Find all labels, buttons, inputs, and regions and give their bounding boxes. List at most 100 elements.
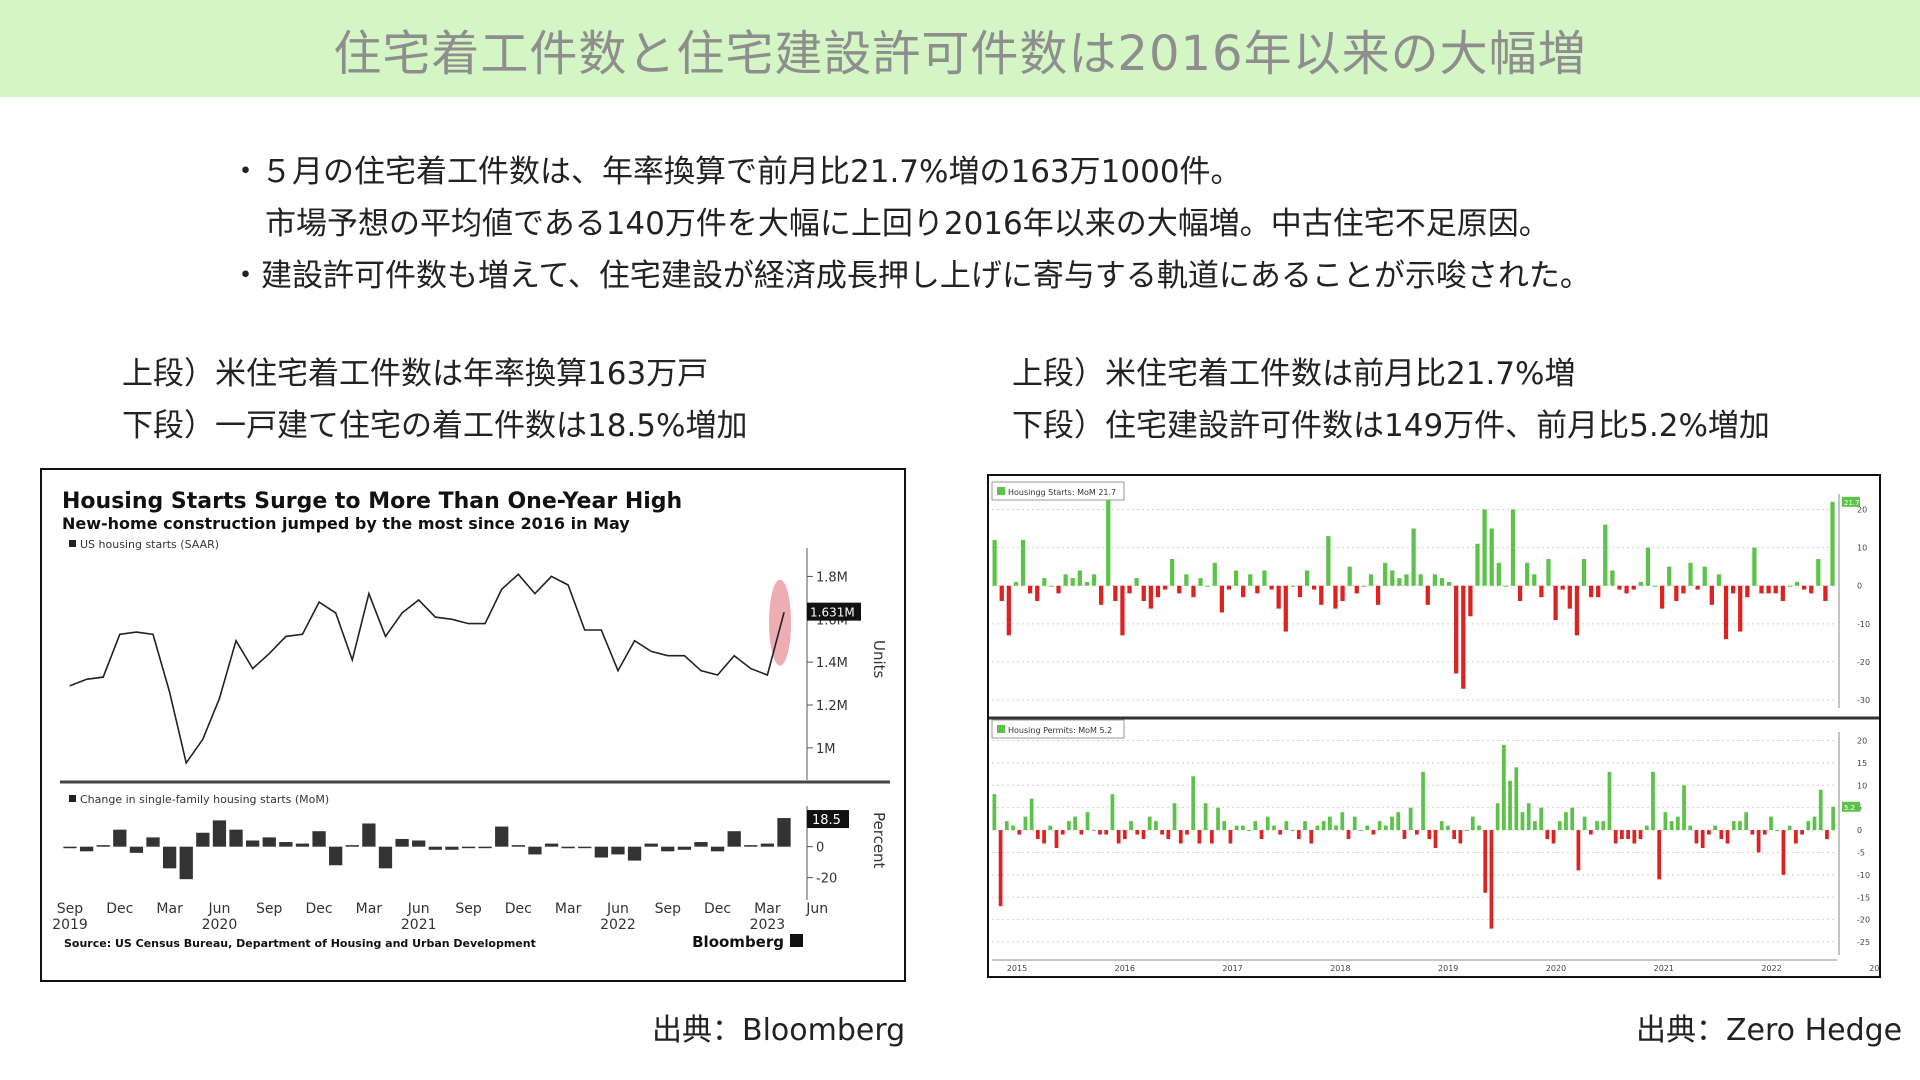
bullet-1-continued: 市場予想の平均値である140万件を大幅に上回り2016年以来の大幅増。中古住宅不… xyxy=(265,206,1550,242)
bbg-line-point xyxy=(683,655,685,657)
zh-permits-bar xyxy=(1731,821,1736,831)
zh-starts-bar xyxy=(1823,585,1828,601)
zh-starts-bar xyxy=(1141,585,1146,601)
zh-permits-bar xyxy=(1439,821,1444,831)
zh-starts-bar xyxy=(1645,547,1651,586)
bbg-line-point xyxy=(169,691,171,693)
zh-starts-bar xyxy=(1170,559,1175,586)
summary-bullets: ・５月の住宅着工件数は、年率換算で前月比21.7%増の163万1000件。 市場… xyxy=(230,146,1591,302)
zh-permits-bar xyxy=(1762,830,1767,835)
bbg-mom-bar xyxy=(279,842,293,847)
zh-starts-bar xyxy=(1418,574,1423,586)
zh-starts-bar xyxy=(1368,574,1374,586)
zh-starts-last-value-label: 21.7 xyxy=(1844,499,1860,507)
bbg-mom-bar xyxy=(611,846,625,855)
right-caption-upper: 上段）米住宅着工件数は前月比21.7%増 xyxy=(1012,356,1576,392)
bbg-line-point xyxy=(783,612,785,614)
zh-permits-bar xyxy=(1359,830,1363,832)
bbg-bar-legend-swatch xyxy=(69,795,76,802)
zh-permits-bar xyxy=(1209,830,1214,844)
left-chart-caption: 上段）米住宅着工件数は年率換算163万戸 下段）一戸建て住宅の着工件数は18.5… xyxy=(122,348,747,452)
bbg-line-point xyxy=(600,629,602,631)
zh-permits-bar xyxy=(1265,816,1270,831)
zh-x-year-label: 2019 xyxy=(1438,964,1458,973)
zh-permits-bar xyxy=(1775,830,1780,832)
bbg-x-month-label: Dec xyxy=(505,901,532,917)
zh-permits-bar xyxy=(1514,767,1519,831)
bbg-line-point xyxy=(301,633,304,635)
zh-starts-bar xyxy=(1773,585,1778,594)
zh-permits-bar xyxy=(1383,825,1388,831)
zh-starts-bar xyxy=(1723,585,1729,640)
zerohedge-chart-svg: 20 10 0 -10 -20 -30 21.7 Housingg Starts: MoM 2… xyxy=(989,476,1890,976)
bbg-housing-starts-line xyxy=(69,573,785,765)
zh-starts-bar xyxy=(1439,578,1445,586)
zh-starts-bar xyxy=(1262,570,1267,586)
zh-starts-bar xyxy=(1603,524,1608,586)
zh-permits-bar xyxy=(1719,830,1724,840)
zh-permits-bar xyxy=(1595,821,1599,831)
zh-starts-bar xyxy=(1383,562,1388,586)
zh-permits-bar xyxy=(1129,821,1133,831)
zh-starts-bar xyxy=(1525,562,1530,586)
zh-starts-bar xyxy=(1390,570,1395,586)
zh-permits-bar xyxy=(1700,830,1705,848)
zh-starts-bar xyxy=(1248,574,1253,586)
zh-starts-bar xyxy=(1127,585,1132,594)
bbg-line-point xyxy=(185,762,187,764)
bbg-line-point xyxy=(119,633,121,635)
zh-permits-bar xyxy=(1750,830,1755,835)
zh-permits-bar xyxy=(1682,785,1686,831)
zh-permits-bar xyxy=(1122,830,1127,840)
zh-permits-bar xyxy=(1191,776,1196,831)
zh-permits-bar xyxy=(1079,830,1084,835)
zh-permits-bar xyxy=(1067,821,1071,831)
zh-permits-bar xyxy=(1495,803,1500,831)
zh-permits-bar xyxy=(1234,825,1239,831)
zh-permits-bar xyxy=(1694,830,1699,844)
bbg-line-point xyxy=(766,674,768,676)
zh-starts-bar xyxy=(1610,570,1615,586)
zh-starts-tick-label: -30 xyxy=(1857,696,1870,705)
zh-permits-bar xyxy=(1433,830,1438,848)
zh-permits-bar xyxy=(1669,821,1674,831)
bbg-line-point xyxy=(467,622,470,625)
zh-starts-bar xyxy=(1546,559,1551,586)
zh-permits-bar xyxy=(1644,825,1649,831)
zh-permits-bar xyxy=(1334,825,1338,831)
zh-starts-bar xyxy=(1517,585,1523,601)
bbg-mom-bar xyxy=(295,843,310,847)
zh-permits-bar xyxy=(1725,830,1730,844)
zh-permits-bar xyxy=(1352,816,1357,831)
zh-permits-bar xyxy=(1315,825,1320,831)
bbg-line-point xyxy=(733,655,735,657)
bbg-line-tick-label: 1.8M xyxy=(816,570,848,585)
bbg-line-point xyxy=(86,678,88,680)
zh-permits-bar xyxy=(1073,816,1077,831)
bbg-mom-bar xyxy=(63,846,77,849)
bbg-mom-bar xyxy=(495,826,509,847)
zh-permits-bar xyxy=(1042,830,1046,844)
zh-permits-bar xyxy=(1812,816,1817,831)
bbg-line-legend: US housing starts (SAAR) xyxy=(80,538,219,551)
zh-permits-bar xyxy=(1402,830,1407,840)
zh-permits-last-value-label: 5.2 xyxy=(1844,804,1855,812)
bbg-x-month-label: Mar xyxy=(356,901,383,917)
bbg-mom-bar xyxy=(661,846,675,852)
zh-permits-bar xyxy=(1794,830,1798,844)
zh-permits-bar xyxy=(1216,807,1220,831)
zh-starts-bar xyxy=(1489,528,1494,586)
zh-starts-bar xyxy=(1212,562,1217,586)
zerohedge-chart: 20 10 0 -10 -20 -30 21.7 Housingg Starts: MoM 2… xyxy=(987,474,1890,978)
zh-starts-bar xyxy=(1596,585,1601,598)
bbg-mom-bar xyxy=(312,831,326,847)
bbg-x-year-label: 2021 xyxy=(401,917,437,933)
bbg-last-value-box xyxy=(807,602,861,621)
zh-permits-bar xyxy=(1197,830,1202,844)
zh-starts-bar xyxy=(1674,585,1679,601)
zh-permits-bar xyxy=(1533,821,1537,831)
zh-permits-bar xyxy=(1787,825,1792,831)
zh-permits-bar xyxy=(1154,821,1158,831)
bbg-line-point xyxy=(501,588,503,590)
zh-starts-bar xyxy=(1397,578,1402,586)
